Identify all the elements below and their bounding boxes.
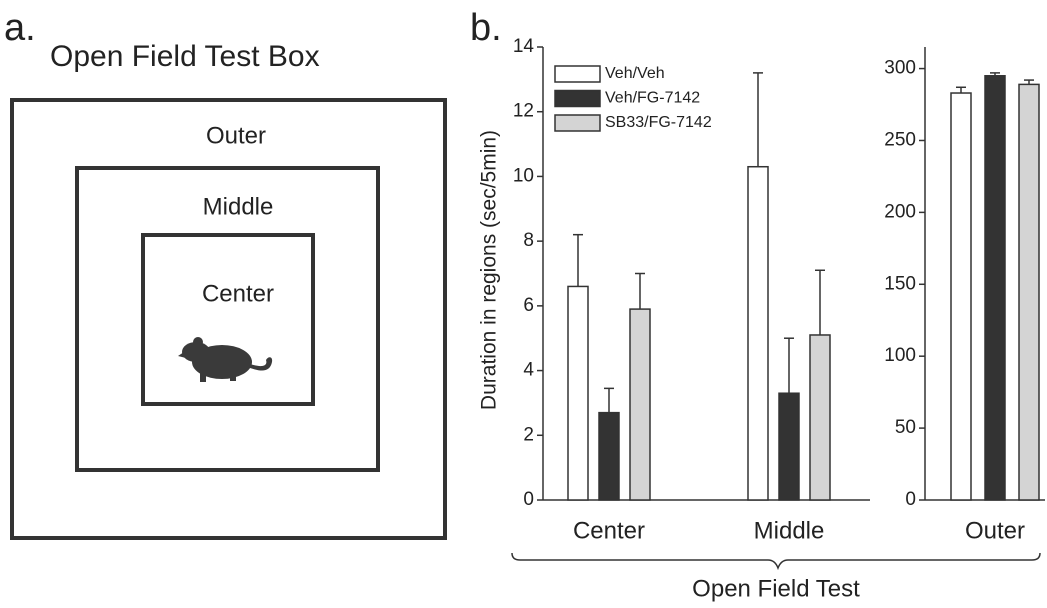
bar: [1018, 83, 1040, 501]
x-tick-label: Center: [573, 517, 645, 544]
y-tick-label: 150: [884, 273, 916, 294]
middle-box: [75, 166, 380, 472]
y-tick-label: 200: [884, 201, 916, 222]
center-box: [141, 233, 315, 406]
legend-label: SB33/FG-7142: [605, 114, 712, 131]
x-tick-label: Middle: [754, 517, 825, 544]
y-tick-label: 2: [523, 424, 534, 445]
y-tick-label: 50: [895, 417, 916, 438]
bar: [747, 165, 769, 501]
x-tick-label: Outer: [965, 517, 1025, 544]
y-tick-label: 12: [513, 101, 534, 122]
legend-swatch: [554, 65, 601, 83]
bar: [778, 392, 800, 501]
bar: [809, 334, 831, 501]
panel-title: Open Field Test Box: [50, 40, 320, 73]
mouse-icon: [178, 337, 273, 382]
y-tick-label: 100: [884, 345, 916, 366]
bar: [629, 308, 651, 501]
outer-box: [10, 98, 447, 540]
legend-label: Veh/FG-7142: [605, 90, 700, 107]
y-tick-label: 0: [905, 489, 916, 510]
y-tick-label: 6: [523, 295, 534, 316]
bar: [598, 411, 620, 501]
y-tick-label: 14: [513, 36, 535, 57]
y-tick-label: 250: [884, 129, 916, 150]
y-tick-label: 4: [523, 360, 534, 381]
legend-swatch: [554, 89, 601, 108]
y-tick-label: 8: [523, 230, 534, 251]
bar: [567, 285, 589, 501]
y-tick-label: 300: [884, 58, 916, 79]
legend-label: Veh/Veh: [605, 65, 665, 82]
y-tick-label: 0: [523, 489, 534, 510]
legend-swatch: [554, 114, 601, 132]
region-label: Outer: [206, 122, 266, 149]
bar: [950, 92, 972, 501]
panel-label: a.: [4, 7, 36, 49]
region-label: Middle: [203, 193, 274, 220]
y-tick-label: 10: [513, 165, 534, 186]
region-label: Center: [202, 280, 274, 307]
y-axis-label: Duration in regions (sec/5min): [478, 130, 501, 410]
panel-label: b.: [470, 7, 502, 49]
brace: [511, 552, 1041, 571]
charts: 0 2 4 6 8 10 12 14 Center Middle Veh/Veh Veh/FG-714…: [513, 36, 1045, 544]
bar: [984, 75, 1006, 501]
x-axis-label: Open Field Test: [692, 575, 860, 602]
